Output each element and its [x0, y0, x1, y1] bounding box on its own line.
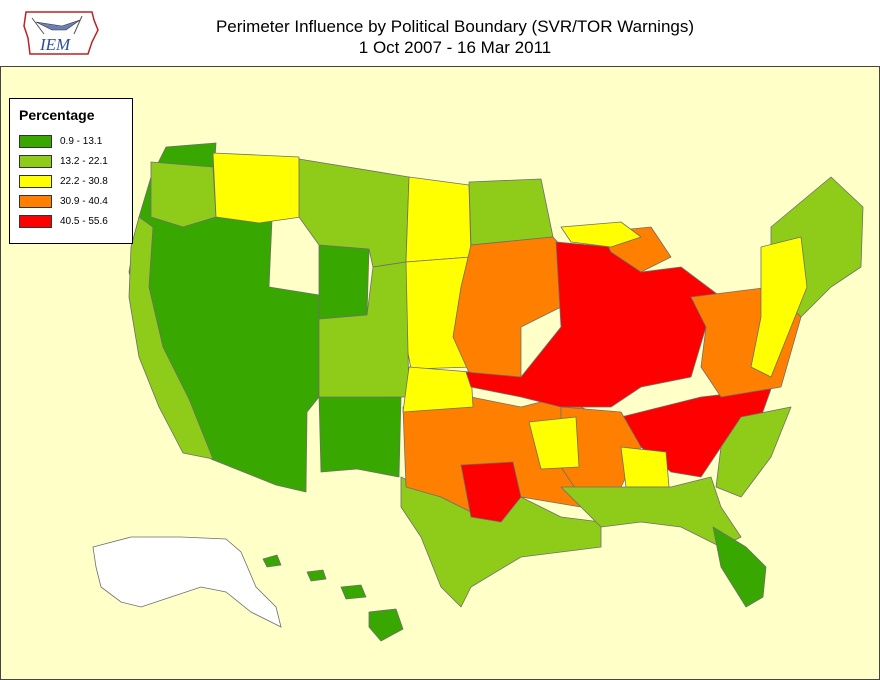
region-florida — [712, 526, 767, 608]
legend-label: 40.5 - 55.6 — [60, 216, 108, 227]
map-title: Perimeter Influence by Political Boundar… — [150, 16, 760, 58]
hawaii-2 — [306, 569, 327, 582]
hawaii-1 — [262, 554, 282, 568]
legend: Percentage 0.9 - 13.1 13.2 - 22.1 22.2 -… — [9, 98, 133, 244]
logo-text: IEM — [39, 35, 71, 54]
legend-swatch — [19, 195, 52, 208]
hawaii-3 — [340, 584, 367, 600]
title-line-2: 1 Oct 2007 - 16 Mar 2011 — [358, 38, 552, 57]
region-alabama-yellow — [620, 446, 670, 488]
region-dakotas — [405, 176, 472, 263]
region-mid-atlantic-yellow — [750, 236, 808, 378]
region-wisconsin-upper — [560, 221, 642, 248]
region-mississippi-yellow — [528, 416, 580, 470]
region-montana-north — [212, 152, 302, 224]
map-frame: Percentage 0.9 - 13.1 13.2 - 22.1 22.2 -… — [0, 66, 880, 680]
legend-label: 13.2 - 22.1 — [60, 156, 108, 167]
legend-swatch — [19, 215, 52, 228]
legend-swatch — [19, 155, 52, 168]
legend-label: 30.9 - 40.4 — [60, 196, 108, 207]
region-midwest-red — [465, 241, 722, 408]
title-line-1: Perimeter Influence by Political Boundar… — [215, 17, 695, 36]
region-pacific-coast — [128, 216, 214, 460]
region-oklahoma-yellow — [402, 366, 474, 413]
region-carolinas — [715, 406, 792, 498]
region-minnesota — [468, 178, 554, 246]
region-colorado — [318, 261, 410, 398]
us-map — [92, 142, 864, 642]
legend-label: 22.2 - 30.8 — [60, 176, 108, 187]
region-sw-dark — [318, 394, 402, 478]
region-mountain-dark — [318, 244, 370, 320]
legend-label: 0.9 - 13.1 — [60, 136, 103, 147]
legend-swatch — [19, 175, 52, 188]
header: IEM Perimeter Influence by Political Bou… — [0, 0, 880, 66]
region-gulf-coast — [560, 476, 742, 548]
alaska-outline — [92, 536, 282, 628]
hawaii-4 — [368, 608, 404, 642]
legend-title: Percentage — [19, 107, 95, 123]
region-washington — [150, 161, 217, 228]
legend-swatch — [19, 135, 52, 148]
iem-logo: IEM — [22, 8, 102, 60]
region-texas-red — [460, 461, 522, 523]
